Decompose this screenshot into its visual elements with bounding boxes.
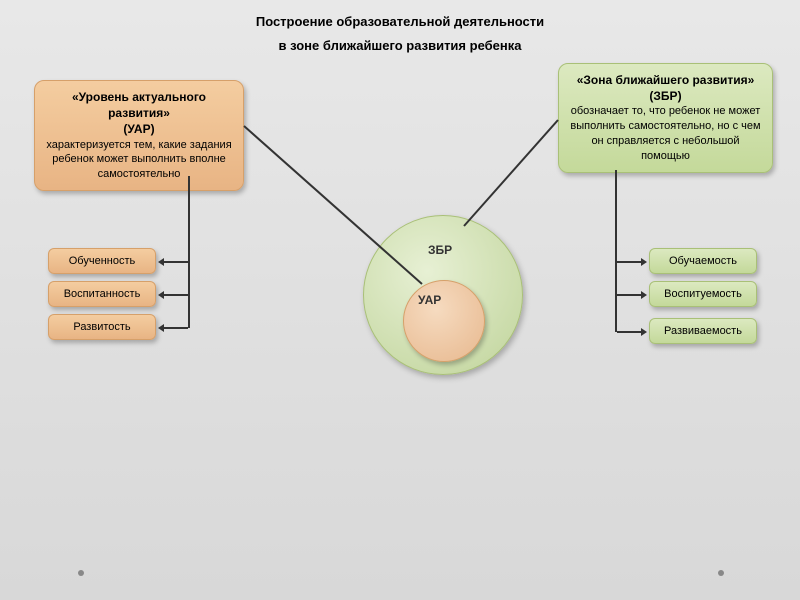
title-line2: в зоне ближайшего развития ребенка	[0, 38, 800, 53]
title-line1: Построение образовательной деятельности	[0, 14, 800, 29]
right-definition-box: «Зона ближайшего развития» (ЗБР) обознач…	[558, 63, 773, 173]
right-item-1: Воспитуемость	[649, 281, 757, 307]
left-box-subtitle: (УАР)	[45, 121, 233, 137]
left-item-2: Развитость	[48, 314, 156, 340]
left-arrow-0	[164, 261, 188, 263]
right-arrow-2	[617, 331, 641, 333]
left-box-desc: характеризуется тем, какие задания ребен…	[45, 138, 233, 183]
left-box-title: «Уровень актуального развития»	[45, 89, 233, 121]
left-definition-box: «Уровень актуального развития» (УАР) хар…	[34, 80, 244, 191]
right-item-0: Обучаемость	[649, 248, 757, 274]
left-item-1-label: Воспитанность	[64, 288, 141, 300]
nav-dot-right	[718, 570, 724, 576]
left-arrow-1	[164, 294, 188, 296]
uar-label: УАР	[418, 293, 441, 307]
nav-dot-left	[78, 570, 84, 576]
right-item-2: Развиваемость	[649, 318, 757, 344]
right-box-subtitle: (ЗБР)	[569, 88, 762, 104]
right-box-title: «Зона ближайшего развития»	[569, 72, 762, 88]
right-item-2-label: Развиваемость	[664, 325, 742, 337]
zbr-label: ЗБР	[428, 243, 452, 257]
right-item-1-label: Воспитуемость	[664, 288, 742, 300]
uar-circle	[403, 280, 485, 362]
right-box-desc: обозначает то, что ребенок не может выпо…	[569, 104, 762, 163]
left-item-2-label: Развитость	[73, 321, 130, 333]
right-item-0-label: Обучаемость	[669, 255, 737, 267]
line-right-to-zbr	[464, 120, 558, 226]
left-vline	[188, 176, 190, 328]
left-item-0-label: Обученность	[69, 255, 136, 267]
left-arrow-2	[164, 327, 188, 329]
right-arrow-1	[617, 294, 641, 296]
right-vline	[615, 170, 617, 332]
left-item-0: Обученность	[48, 248, 156, 274]
left-item-1: Воспитанность	[48, 281, 156, 307]
right-arrow-0	[617, 261, 641, 263]
